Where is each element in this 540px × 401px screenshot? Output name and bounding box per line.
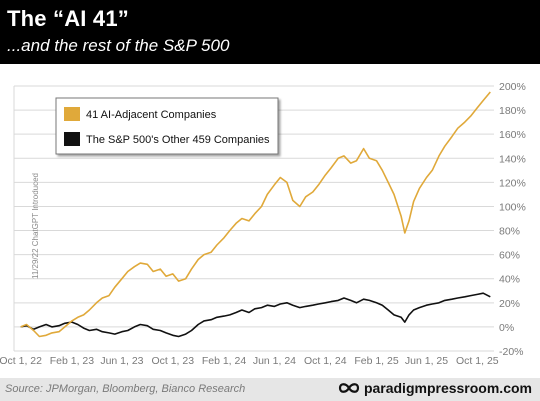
infinity-logo-icon — [338, 383, 360, 393]
chatgpt-annotation: 11/29/22 ChatGPT Introduced — [31, 173, 40, 279]
y-tick-label: 20% — [499, 298, 520, 310]
y-tick-label: 40% — [499, 274, 520, 286]
legend-swatch-rest — [64, 132, 80, 146]
legend-box — [55, 97, 279, 155]
y-tick-label: 180% — [499, 105, 526, 117]
x-tick-label: Oct 1, 24 — [304, 355, 347, 367]
x-tick-label: Jun 1, 24 — [253, 355, 296, 367]
x-tick-label: Feb 1, 24 — [202, 355, 247, 367]
legend-swatch-ai — [64, 107, 80, 121]
x-tick-label: Feb 1, 25 — [354, 355, 399, 367]
legend: 41 AI-Adjacent Companies The S&P 500's O… — [55, 97, 279, 155]
y-tick-label: 0% — [499, 322, 514, 334]
chart-subtitle: ...and the rest of the S&P 500 — [7, 36, 230, 55]
source-note: Source: JPMorgan, Bloomberg, Bianco Rese… — [5, 383, 246, 395]
series-line-ai — [20, 91, 491, 338]
chart-title: The “AI 41” — [7, 6, 130, 31]
line-chart: -20% 0% 20% 40% 60% 80% 100% 120% 140% 160% 180% 20… — [0, 81, 526, 367]
y-tick-label: 60% — [499, 250, 520, 262]
brand-url: paradigmpressroom.com — [363, 380, 532, 396]
legend-label-rest: The S&P 500's Other 459 Companies — [86, 134, 270, 146]
x-tick-label: Feb 1, 23 — [50, 355, 95, 367]
y-tick-label: 100% — [499, 201, 526, 213]
x-tick-label: Oct 1, 25 — [456, 355, 499, 367]
y-tick-label: 120% — [499, 177, 526, 189]
y-tick-label: 80% — [499, 226, 520, 238]
y-tick-label: 160% — [499, 129, 526, 141]
y-tick-label: 200% — [499, 81, 526, 93]
legend-label-ai: 41 AI-Adjacent Companies — [86, 109, 217, 121]
footer: Source: JPMorgan, Bloomberg, Bianco Rese… — [0, 378, 540, 401]
brand[interactable]: paradigmpressroom.com — [338, 380, 532, 396]
y-tick-label: 140% — [499, 153, 526, 165]
x-tick-label: Oct 1, 22 — [0, 355, 42, 367]
series-line-rest — [20, 292, 491, 338]
x-tick-label: Jun 1, 25 — [405, 355, 448, 367]
x-tick-label: Oct 1, 23 — [151, 355, 194, 367]
header: The “AI 41” ...and the rest of the S&P 5… — [0, 0, 540, 64]
chart-area: -20% 0% 20% 40% 60% 80% 100% 120% 140% 160% 180% 20… — [0, 64, 540, 374]
y-tick-label: -20% — [499, 346, 524, 358]
x-tick-label: Jun 1, 23 — [100, 355, 143, 367]
